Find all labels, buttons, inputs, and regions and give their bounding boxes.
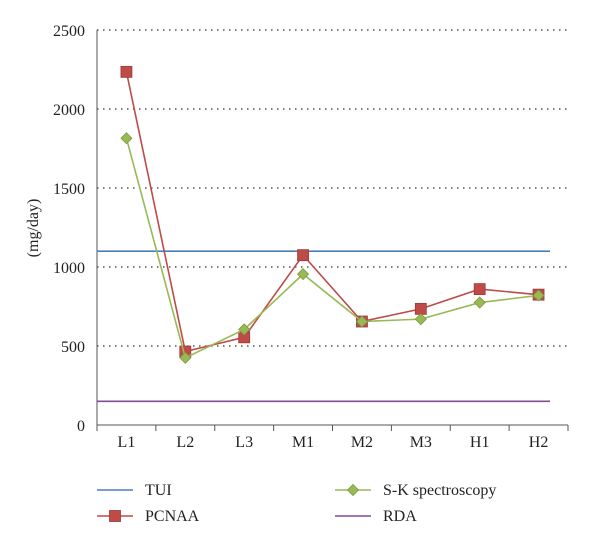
legend-item-tui: TUI — [97, 482, 172, 499]
x-tick-label-m1: M1 — [292, 434, 314, 451]
legend-marker-pcnaa — [109, 510, 121, 522]
data-point-pcnaa-l1 — [120, 65, 133, 78]
x-tick-label-l2: L2 — [176, 434, 194, 451]
legend-label-s-k-spectroscopy: S-K spectroscopy — [383, 482, 496, 499]
series-s-k-spectroscopy — [120, 132, 545, 364]
data-point-pcnaa-m1 — [297, 249, 309, 262]
data-point-s-k-spectroscopy-l2 — [179, 351, 192, 364]
legend-label-tui: TUI — [145, 482, 172, 499]
legend-marker-s-k-spectroscopy — [346, 483, 360, 497]
legend-item-rda: RDA — [335, 508, 417, 525]
data-point-s-k-spectroscopy-h1 — [473, 296, 486, 309]
x-tick-label-l3: L3 — [235, 434, 253, 451]
y-tick-labels: 0 500 1000 1500 2000 2500 — [53, 23, 85, 435]
data-point-s-k-spectroscopy-m1 — [296, 268, 310, 281]
data-point-s-k-spectroscopy-h2 — [532, 289, 545, 302]
data-point-s-k-spectroscopy-m2 — [355, 315, 369, 328]
y-tick-label-2500: 2500 — [53, 23, 85, 40]
series-line-pcnaa — [125, 71, 539, 353]
y-axis-label: (mg/day) — [25, 199, 42, 258]
legend-label-pcnaa: PCNAA — [145, 508, 200, 525]
legend-item-pcnaa: PCNAA — [97, 508, 200, 525]
series-line-s-k-spectroscopy — [125, 138, 539, 359]
data-point-s-k-spectroscopy-m3 — [414, 313, 427, 326]
y-tick-label-0: 0 — [77, 418, 85, 435]
gridlines — [97, 29, 568, 347]
data-point-pcnaa-m3 — [414, 302, 427, 315]
x-tick-label-h1: H1 — [470, 434, 490, 451]
data-point-pcnaa-h1 — [473, 283, 486, 296]
x-tick-label-l1: L1 — [118, 434, 136, 451]
x-tick-labels: L1 L2 L3 M1 M2 M3 H1 H2 — [118, 434, 549, 451]
y-tick-label-1500: 1500 — [53, 181, 85, 198]
legend: TUI PCNAA S-K spectroscopy RDA — [97, 482, 496, 525]
data-point-s-k-spectroscopy-l1 — [120, 132, 133, 145]
x-tick-label-h2: H2 — [529, 434, 549, 451]
data-point-s-k-spectroscopy-l3 — [238, 323, 251, 336]
y-tick-label-2000: 2000 — [53, 102, 85, 119]
legend-item-s-k-spectroscopy: S-K spectroscopy — [335, 482, 496, 499]
x-tick-label-m3: M3 — [410, 434, 432, 451]
x-tick-label-m2: M2 — [351, 434, 373, 451]
legend-label-rda: RDA — [383, 508, 417, 525]
axes — [96, 30, 569, 431]
series — [97, 65, 550, 403]
y-tick-label-500: 500 — [61, 339, 85, 356]
y-tick-label-1000: 1000 — [53, 260, 85, 277]
series-pcnaa — [120, 65, 545, 358]
